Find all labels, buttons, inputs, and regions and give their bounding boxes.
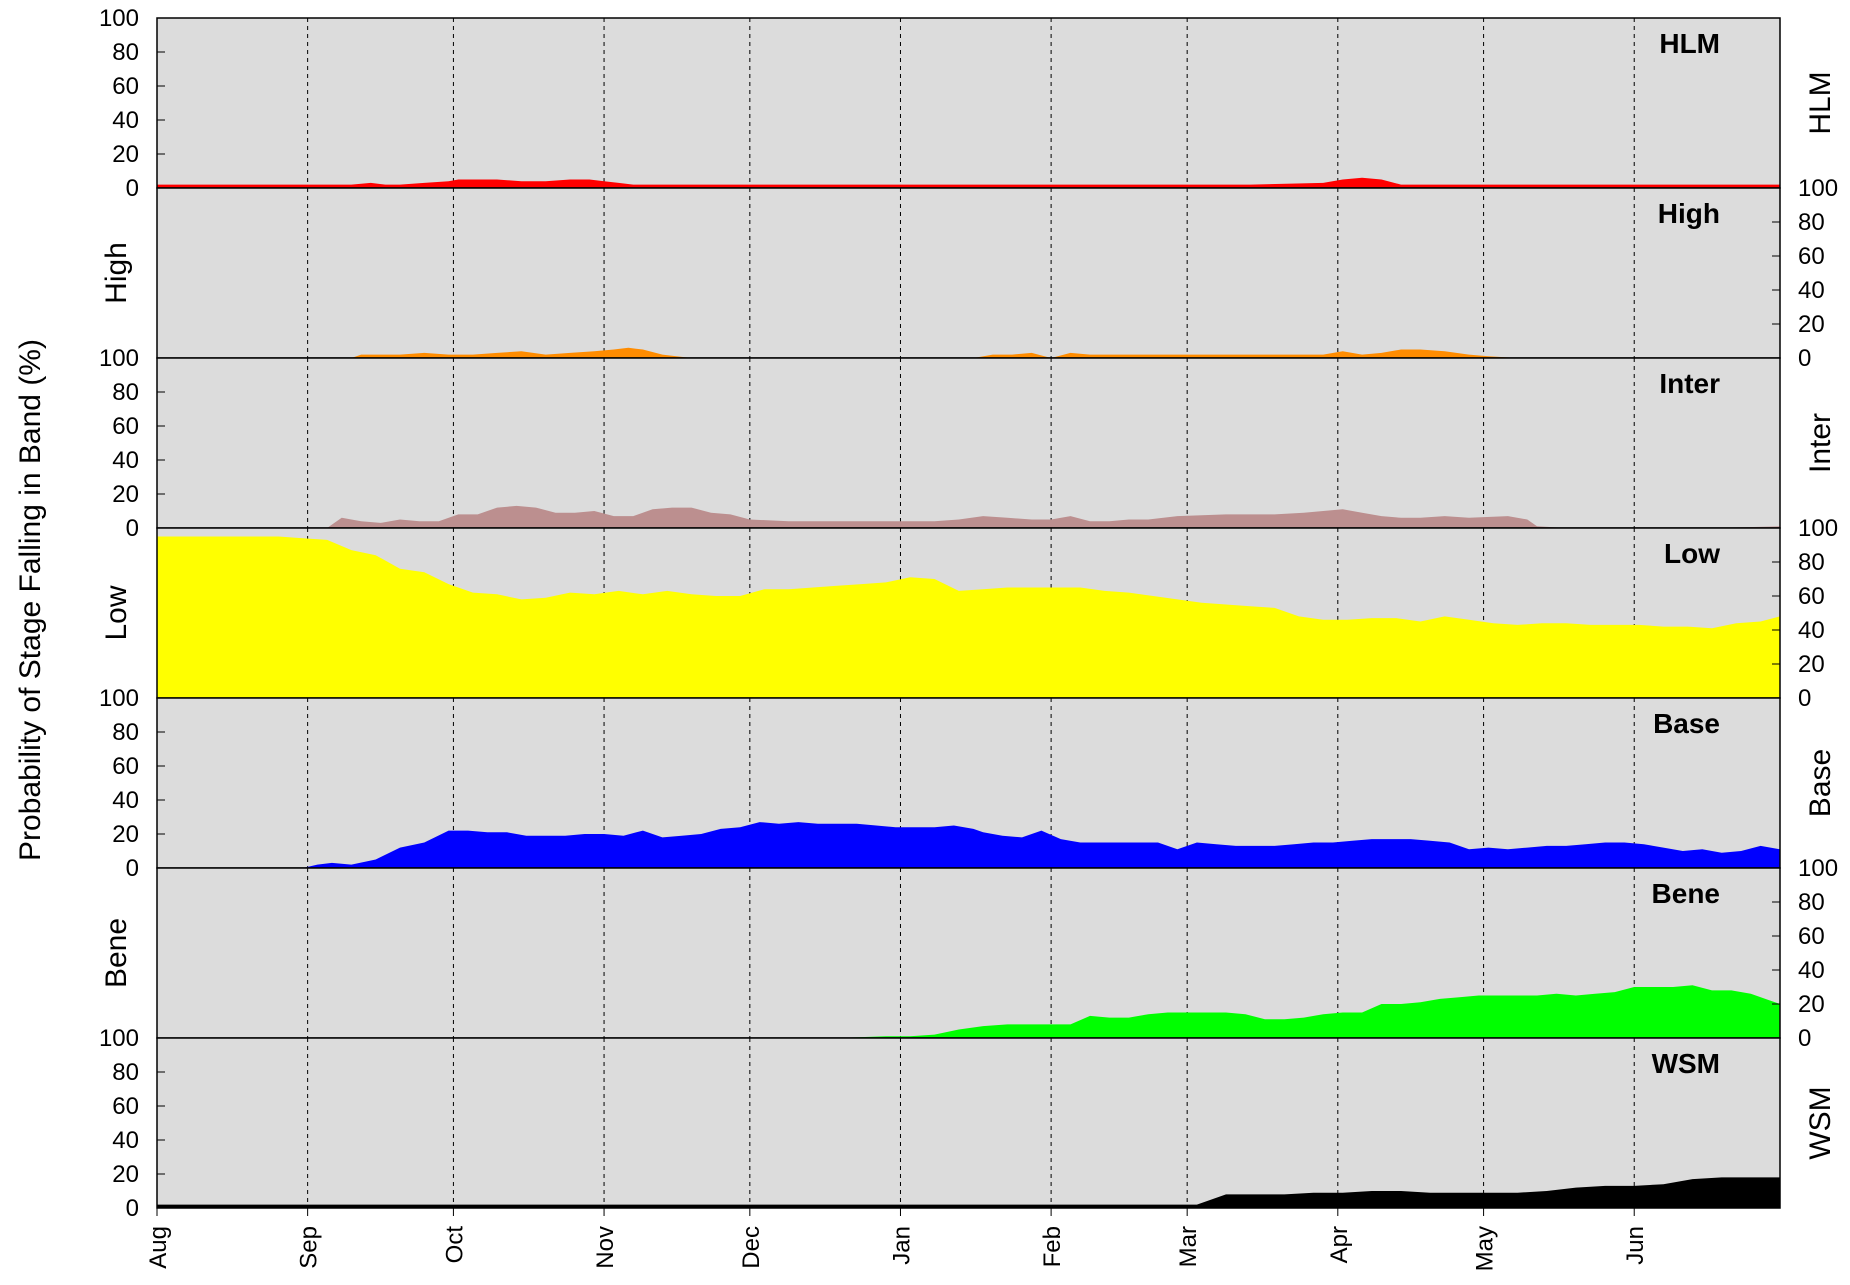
y-tick-label: 0: [126, 515, 139, 542]
panel-background: [157, 358, 1780, 528]
y-tick-label: 40: [112, 447, 139, 474]
area-hlm: [157, 177, 1780, 188]
y-tick-label: 60: [1798, 923, 1825, 950]
y-tick-label: 60: [112, 753, 139, 780]
area-wsm: [157, 1177, 1780, 1208]
y-tick-label: 80: [112, 379, 139, 406]
x-tick-label: Oct: [441, 1226, 468, 1264]
side-label-left: Bene: [100, 918, 133, 988]
y-tick-label: 100: [1798, 855, 1838, 882]
y-tick-label: 0: [126, 855, 139, 882]
y-tick-label: 20: [1798, 651, 1825, 678]
area-base: [157, 822, 1780, 868]
panel-title: HLM: [1659, 28, 1720, 59]
panel-background: [157, 1038, 1780, 1208]
x-tick-label: Dec: [738, 1226, 765, 1269]
panel-hlm: HLM 0 20 40 60 80 100 HLM: [99, 5, 1837, 202]
y-tick-label: 60: [112, 73, 139, 100]
x-tick-label: Jan: [888, 1226, 915, 1265]
y-tick-label: 80: [1798, 889, 1825, 916]
y-tick-label: 0: [1798, 685, 1811, 712]
side-label-left: Low: [100, 585, 133, 640]
area-inter: [157, 505, 1780, 528]
x-tick-label: Sep: [296, 1226, 323, 1269]
panel-base: Base 0 20 40 60 80 100 Base: [99, 685, 1837, 882]
x-tick-label: Nov: [592, 1226, 619, 1269]
y-tick-label: 40: [1798, 277, 1825, 304]
y-tick-label: 20: [112, 481, 139, 508]
panels: HLM 0 20 40 60 80 100 HLM High 0 20 40 60 80 100 High In…: [99, 5, 1838, 1222]
panel-bene: Bene 0 20 40 60 80 100 Bene: [100, 855, 1838, 1052]
y-tick-label: 60: [112, 1093, 139, 1120]
panel-title: Inter: [1659, 368, 1720, 399]
side-label-right: Inter: [1804, 413, 1837, 473]
panel-low: Low 0 20 40 60 80 100 Low: [100, 515, 1838, 712]
y-tick-label: 60: [1798, 583, 1825, 610]
y-tick-label: 80: [1798, 209, 1825, 236]
y-tick-label: 40: [1798, 957, 1825, 984]
y-tick-label: 40: [112, 1127, 139, 1154]
y-tick-label: 0: [126, 175, 139, 202]
y-tick-label: 20: [112, 141, 139, 168]
panel-wsm: WSM 0 20 40 60 80 100 WSM: [99, 1025, 1837, 1222]
x-tick-label: Aug: [145, 1226, 172, 1269]
panel-inter: Inter 0 20 40 60 80 100 Inter: [99, 345, 1837, 542]
y-tick-label: 100: [99, 5, 139, 32]
side-label-right: Base: [1804, 749, 1837, 817]
y-tick-label: 20: [1798, 991, 1825, 1018]
area-bene: [157, 985, 1780, 1038]
x-axis: Aug Sep Oct Nov Dec Jan Feb Mar Apr May Jun: [145, 1208, 1649, 1271]
y-tick-label: 40: [112, 107, 139, 134]
side-label-right: WSM: [1804, 1086, 1837, 1159]
y-tick-label: 100: [99, 685, 139, 712]
y-tick-label: 80: [1798, 549, 1825, 576]
panel-background: [157, 188, 1780, 358]
x-tick-label: Apr: [1326, 1226, 1353, 1263]
y-tick-label: 20: [112, 1161, 139, 1188]
panel-title: Bene: [1652, 878, 1720, 909]
y-tick-label: 20: [1798, 311, 1825, 338]
panel-title: High: [1658, 198, 1720, 229]
y-tick-label: 40: [1798, 617, 1825, 644]
side-label-left: High: [100, 242, 133, 304]
area-high: [157, 347, 1780, 358]
y-tick-label: 100: [1798, 515, 1838, 542]
side-label-right: HLM: [1804, 71, 1837, 134]
y-tick-label: 0: [1798, 345, 1811, 372]
y-tick-label: 0: [126, 1195, 139, 1222]
y-tick-label: 100: [99, 345, 139, 372]
area-low: [157, 536, 1780, 698]
y-tick-label: 60: [1798, 243, 1825, 270]
y-tick-label: 80: [112, 719, 139, 746]
y-axis-title: Probability of Stage Falling in Band (%): [14, 339, 47, 861]
x-tick-label: May: [1472, 1226, 1499, 1271]
x-tick-label: Jun: [1622, 1226, 1649, 1265]
panel-high: High 0 20 40 60 80 100 High: [100, 175, 1838, 372]
y-tick-label: 0: [1798, 1025, 1811, 1052]
y-tick-label: 80: [112, 1059, 139, 1086]
panel-background: [157, 18, 1780, 188]
y-tick-label: 100: [99, 1025, 139, 1052]
panel-title: Base: [1653, 708, 1720, 739]
y-tick-label: 20: [112, 821, 139, 848]
y-tick-label: 80: [112, 39, 139, 66]
panel-title: Low: [1664, 538, 1720, 569]
panel-frame: [156, 1037, 1781, 1209]
y-tick-label: 100: [1798, 175, 1838, 202]
x-tick-label: Feb: [1039, 1226, 1066, 1267]
x-tick-label: Mar: [1175, 1226, 1202, 1267]
panel-title: WSM: [1652, 1048, 1720, 1079]
y-tick-label: 60: [112, 413, 139, 440]
y-tick-label: 40: [112, 787, 139, 814]
